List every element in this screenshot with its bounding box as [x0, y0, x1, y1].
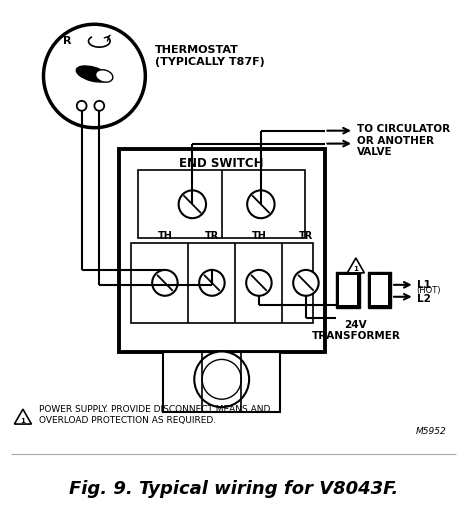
Text: M5952: M5952	[416, 427, 447, 436]
Text: (HOT): (HOT)	[417, 286, 441, 295]
Ellipse shape	[76, 66, 109, 82]
Circle shape	[77, 101, 87, 111]
Bar	[371, 275, 388, 305]
Circle shape	[199, 270, 225, 296]
Text: TH: TH	[157, 231, 173, 241]
Bar	[138, 171, 305, 238]
Circle shape	[179, 190, 206, 218]
Bar	[368, 272, 391, 308]
Circle shape	[202, 359, 241, 399]
Circle shape	[246, 270, 272, 296]
Polygon shape	[347, 258, 365, 273]
Text: R: R	[63, 36, 71, 46]
Circle shape	[94, 101, 104, 111]
Bar	[119, 149, 325, 352]
Bar	[336, 272, 360, 308]
Polygon shape	[14, 409, 31, 424]
Ellipse shape	[96, 70, 113, 82]
Text: POWER SUPPLY. PROVIDE DISCONNECT MEANS AND
OVERLOAD PROTECTION AS REQUIRED.: POWER SUPPLY. PROVIDE DISCONNECT MEANS A…	[38, 406, 270, 425]
Bar	[339, 275, 357, 305]
Text: THERMOSTAT
(TYPICALLY T87F): THERMOSTAT (TYPICALLY T87F)	[155, 45, 265, 67]
Bar	[163, 352, 281, 412]
Text: TR: TR	[205, 231, 219, 241]
Text: 1: 1	[354, 266, 358, 272]
Text: END SWITCH: END SWITCH	[180, 157, 264, 170]
Text: 24V
TRANSFORMER: 24V TRANSFORMER	[311, 320, 400, 341]
Text: TO CIRCULATOR
OR ANOTHER
VALVE: TO CIRCULATOR OR ANOTHER VALVE	[357, 124, 450, 157]
Circle shape	[247, 190, 274, 218]
Text: TH: TH	[252, 231, 266, 241]
Text: TR: TR	[299, 231, 313, 241]
Text: 1: 1	[20, 417, 26, 423]
Circle shape	[293, 270, 319, 296]
Text: Fig. 9. Typical wiring for V8043F.: Fig. 9. Typical wiring for V8043F.	[69, 479, 398, 498]
Bar	[131, 243, 313, 323]
Text: L2: L2	[417, 294, 430, 304]
Circle shape	[194, 352, 249, 407]
Circle shape	[152, 270, 178, 296]
Text: L1: L1	[417, 280, 430, 290]
Circle shape	[44, 24, 146, 128]
